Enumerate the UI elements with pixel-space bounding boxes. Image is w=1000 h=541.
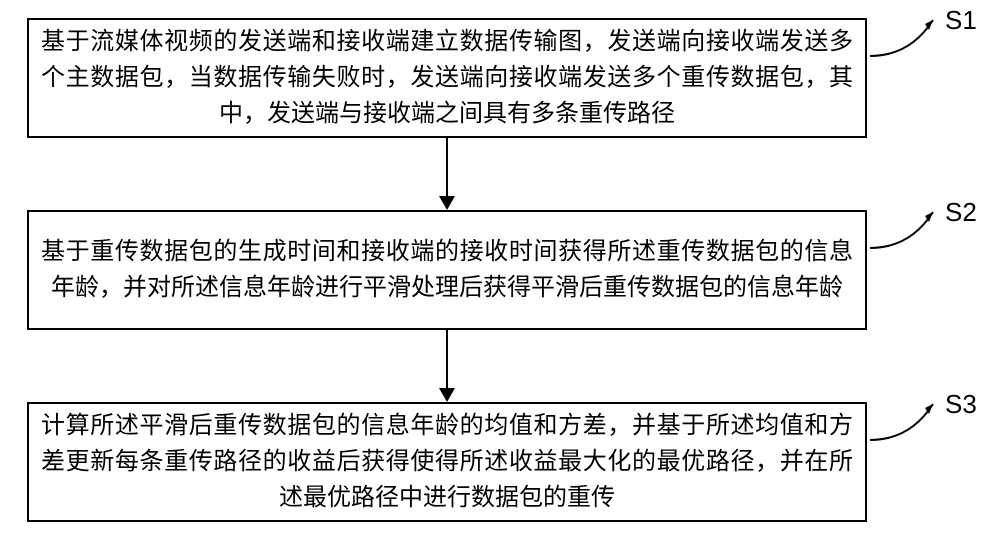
curve-arrow-s3: [865, 392, 945, 452]
step-box-s1: 基于流媒体视频的发送端和接收端建立数据传输图，发送端向接收端发送多个主数据包，当…: [27, 18, 867, 138]
step-text-s1: 基于流媒体视频的发送端和接收端建立数据传输图，发送端向接收端发送多个主数据包，当…: [41, 24, 853, 132]
connector-s2-s3-head: [439, 388, 455, 402]
step-text-s3: 计算所述平滑后重传数据包的信息年龄的均值和方差，并基于所述均值和方差更新每条重传…: [41, 408, 853, 516]
curve-arrow-s2: [865, 200, 945, 260]
flowchart-container: 基于流媒体视频的发送端和接收端建立数据传输图，发送端向接收端发送多个主数据包，当…: [0, 0, 1000, 541]
step-label-s3: S3: [945, 389, 977, 420]
connector-s1-s2-line: [446, 138, 448, 196]
connector-s1-s2-head: [439, 196, 455, 210]
step-label-s2: S2: [945, 197, 977, 228]
step-box-s3: 计算所述平滑后重传数据包的信息年龄的均值和方差，并基于所述均值和方差更新每条重传…: [27, 402, 867, 522]
curve-arrow-s1: [865, 8, 945, 68]
step-text-s2: 基于重传数据包的生成时间和接收端的接收时间获得所述重传数据包的信息年龄，并对所述…: [41, 234, 853, 306]
step-box-s2: 基于重传数据包的生成时间和接收端的接收时间获得所述重传数据包的信息年龄，并对所述…: [27, 210, 867, 330]
step-label-s1: S1: [945, 5, 977, 36]
connector-s2-s3-line: [446, 330, 448, 388]
